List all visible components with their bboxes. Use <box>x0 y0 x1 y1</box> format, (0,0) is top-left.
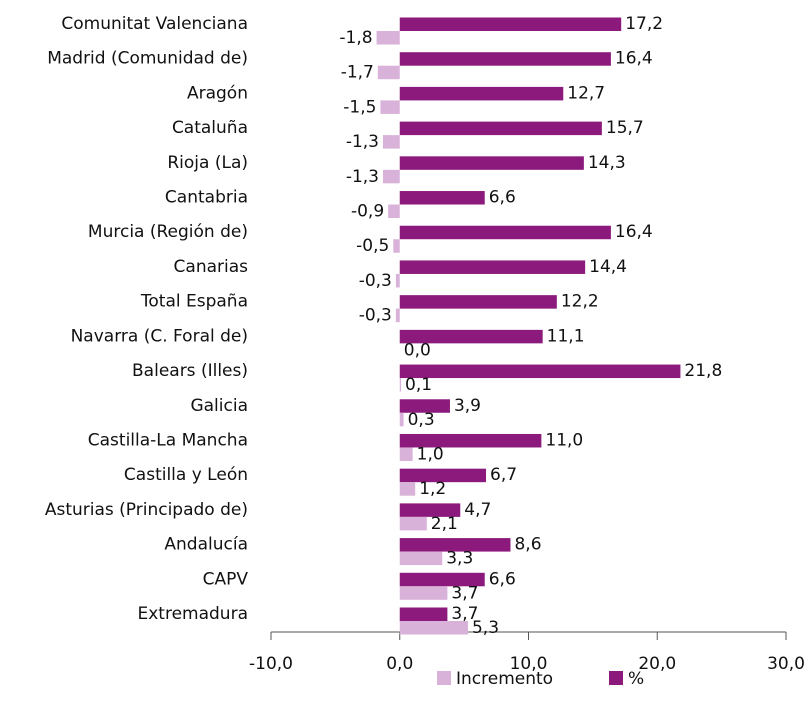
bar <box>383 169 400 184</box>
value-label: 0,1 <box>405 375 432 395</box>
value-label: 3,3 <box>446 549 473 569</box>
bar <box>380 100 400 114</box>
category-label: Castilla y León <box>124 465 248 485</box>
bar <box>399 295 557 309</box>
bar <box>399 191 485 205</box>
value-label: 21,8 <box>684 361 722 381</box>
bar <box>399 516 427 531</box>
value-label: -1,8 <box>339 28 372 48</box>
bar <box>399 225 611 240</box>
category-label: CAPV <box>203 569 249 589</box>
value-label: 17,2 <box>625 14 663 34</box>
value-label: 11,0 <box>545 430 583 450</box>
bar <box>399 399 450 413</box>
category-label: Andalucía <box>164 535 248 555</box>
category-label: Balears (Illes) <box>132 361 248 381</box>
bar <box>399 621 468 635</box>
x-tick-label: 10,0 <box>510 654 548 674</box>
bar <box>388 204 400 219</box>
category-label: Asturias (Principado de) <box>45 500 248 520</box>
x-tick-label: 30,0 <box>767 654 805 674</box>
value-label: 2,1 <box>431 514 458 534</box>
bar <box>376 31 400 45</box>
category-label: Rioja (La) <box>167 153 248 173</box>
value-label: -1,7 <box>341 63 374 83</box>
category-label: Madrid (Comunidad de) <box>47 49 248 69</box>
bar <box>399 412 404 427</box>
value-label: 8,6 <box>514 535 541 555</box>
value-label: 6,6 <box>489 569 516 589</box>
bar <box>399 121 602 136</box>
bar <box>399 156 584 170</box>
category-label: Cataluña <box>172 118 248 138</box>
value-label: 4,7 <box>464 500 491 520</box>
category-label: Galicia <box>190 396 248 416</box>
value-label: -1,3 <box>346 167 379 187</box>
bar <box>395 273 400 288</box>
bar <box>399 378 402 392</box>
value-label: 6,6 <box>489 188 516 208</box>
bar <box>399 572 485 587</box>
legend-swatch <box>609 671 623 685</box>
value-label: 3,7 <box>451 583 478 603</box>
bar <box>399 17 622 31</box>
bar <box>399 433 542 448</box>
value-label: 0,3 <box>408 410 435 430</box>
legend-label: Incremento <box>456 669 553 689</box>
value-label: -0,5 <box>356 236 389 256</box>
x-tick-label: -10,0 <box>249 654 293 674</box>
value-label: 14,4 <box>589 257 627 277</box>
bar <box>399 86 564 101</box>
bar <box>377 65 400 80</box>
bar <box>399 482 416 496</box>
bar <box>399 503 461 517</box>
category-label: Navarra (C. Foral de) <box>71 326 248 346</box>
bar <box>399 586 448 600</box>
value-label: -0,3 <box>359 306 392 326</box>
value-label: -1,5 <box>343 97 376 117</box>
value-label: 1,2 <box>419 479 446 499</box>
bar <box>399 52 611 66</box>
value-label: 5,3 <box>472 618 499 638</box>
value-label: 12,7 <box>567 83 605 103</box>
bar <box>399 607 448 621</box>
value-label: 11,1 <box>547 326 585 346</box>
category-label: Extremadura <box>138 604 249 624</box>
category-label: Murcia (Región de) <box>88 222 248 242</box>
bar <box>399 260 586 274</box>
x-tick-label: 20,0 <box>638 654 676 674</box>
bar <box>399 538 511 552</box>
value-label: 3,9 <box>454 396 481 416</box>
value-label: -0,9 <box>351 202 384 222</box>
value-label: -0,3 <box>359 271 392 291</box>
category-label: Cantabria <box>165 188 248 208</box>
category-label: Aragón <box>187 83 248 103</box>
category-label: Canarias <box>174 257 249 277</box>
value-label: 1,0 <box>417 444 444 464</box>
value-label: 16,4 <box>615 49 653 69</box>
bar <box>399 551 443 566</box>
value-label: 14,3 <box>588 153 626 173</box>
category-label: Total España <box>140 292 248 312</box>
bar <box>393 239 400 253</box>
value-label: 6,7 <box>490 465 517 485</box>
bar <box>383 135 400 149</box>
value-label: 15,7 <box>606 118 644 138</box>
legend-swatch <box>437 671 451 685</box>
category-label: Castilla-La Mancha <box>88 430 248 450</box>
bar <box>399 468 487 483</box>
category-label: Comunitat Valenciana <box>61 14 248 34</box>
value-label: 3,7 <box>451 604 478 624</box>
x-tick-label: 0,0 <box>386 654 413 674</box>
bar <box>399 447 413 461</box>
value-label: -1,3 <box>346 132 379 152</box>
value-label: 12,2 <box>561 292 599 312</box>
value-label: 16,4 <box>615 222 653 242</box>
bar <box>395 308 400 323</box>
bar <box>399 329 543 344</box>
bar <box>399 364 681 379</box>
value-label: 0,0 <box>404 340 431 360</box>
legend-label: % <box>628 669 644 689</box>
